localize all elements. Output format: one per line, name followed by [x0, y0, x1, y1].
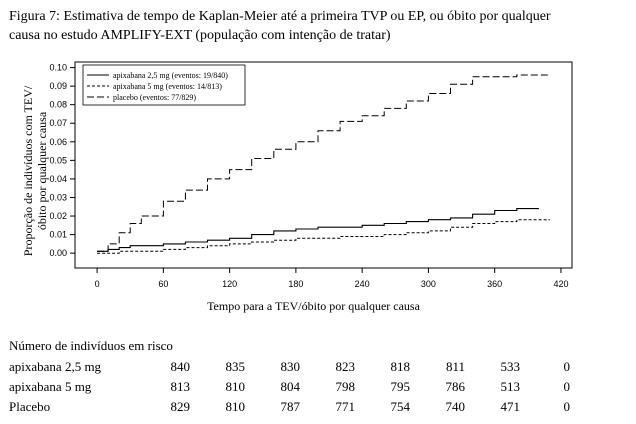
- risk-row-value: 835: [225, 359, 246, 374]
- x-tick-label: 120: [222, 279, 237, 289]
- risk-row-value: 813: [170, 379, 191, 394]
- x-tick-label: 180: [288, 279, 303, 289]
- risk-row-value: 513: [500, 379, 521, 394]
- y-axis-label-line-2: óbito por qualquer causa: [35, 111, 49, 230]
- risk-row-value: 0: [563, 379, 571, 394]
- y-tick-label: 0.05: [49, 155, 67, 165]
- risk-row-value: 786: [445, 379, 466, 394]
- risk-table-row: apixabana 5 mg 813 810 804 798 795 786 513 0: [9, 379, 609, 399]
- x-tick-label: 60: [158, 279, 168, 289]
- x-tick-label: 0: [95, 279, 100, 289]
- risk-row-value: 810: [225, 399, 246, 414]
- x-tick-label: 420: [553, 279, 568, 289]
- risk-row-value: 771: [335, 399, 356, 414]
- y-tick-label: 0.06: [49, 137, 67, 147]
- x-axis-label: Tempo para a TEV/óbito por qualquer caus…: [207, 299, 421, 313]
- risk-row-label: Placebo: [9, 399, 51, 414]
- x-tick-label: 240: [355, 279, 370, 289]
- plot-frame: [74, 61, 573, 269]
- risk-row-value: 830: [280, 359, 301, 374]
- risk-row-value: 740: [445, 399, 466, 414]
- risk-row-value: 818: [390, 359, 411, 374]
- series-line-3: [97, 74, 550, 252]
- figure-caption: Figura 7: Estimativa de tempo de Kaplan-…: [9, 7, 629, 45]
- y-tick-label: 0.00: [49, 248, 67, 258]
- risk-row-value: 795: [390, 379, 411, 394]
- risk-row-value: 823: [335, 359, 356, 374]
- y-tick-label: 0.04: [49, 174, 67, 184]
- risk-row-value: 798: [335, 379, 356, 394]
- y-axis-label-line-1: Proporção de indivíduos com TEV/: [21, 85, 35, 256]
- legend-box: [82, 64, 246, 106]
- risk-table-title: Número de indivíduos em risco: [9, 338, 173, 353]
- risk-row-value: 810: [225, 379, 246, 394]
- risk-row-value: 811: [445, 359, 465, 374]
- caption-line-1: Figura 7: Estimativa de tempo de Kaplan-…: [9, 9, 551, 24]
- risk-row-value: 787: [280, 399, 301, 414]
- y-tick-label: 0.03: [49, 192, 67, 202]
- risk-table-row: Placebo 829 810 787 771 754 740 471 0: [9, 399, 609, 419]
- legend-label-2: apixabana 5 mg (eventos: 14/813): [113, 82, 222, 91]
- risk-row-value: 533: [500, 359, 521, 374]
- y-tick-label: 0.02: [49, 211, 67, 221]
- risk-row-value: 754: [390, 399, 411, 414]
- series-line-2: [97, 219, 550, 254]
- risk-row-label: apixabana 2,5 mg: [9, 359, 102, 374]
- risk-row-value: 0: [563, 399, 571, 414]
- y-tick-label: 0.09: [49, 81, 67, 91]
- risk-row-value: 804: [280, 379, 301, 394]
- y-tick-label: 0.08: [49, 100, 67, 110]
- kaplan-meier-chart: apixabana 2,5 mg (eventos: 19/840) apixab…: [21, 61, 573, 313]
- risk-row-value: 840: [170, 359, 191, 374]
- x-tick-label: 300: [421, 279, 436, 289]
- legend-label-3: placebo (eventos: 77/829): [113, 93, 196, 102]
- y-tick-label: 0.07: [49, 118, 67, 128]
- x-tick-label: 360: [487, 279, 502, 289]
- y-tick-label: 0.01: [49, 230, 67, 240]
- series-line-1: [97, 208, 539, 252]
- y-tick-label: 0.10: [49, 63, 67, 73]
- risk-row-label: apixabana 5 mg: [9, 379, 92, 394]
- caption-line-2: causa no estudo AMPLIFY-EXT (população c…: [9, 28, 391, 43]
- risk-table-row: apixabana 2,5 mg 840 835 830 823 818 811 533 0: [9, 359, 609, 379]
- y-axis-label: Proporção de indivíduos com TEV/óbito po…: [21, 85, 49, 256]
- risk-row-value: 471: [500, 399, 521, 414]
- risk-row-value: 0: [563, 359, 571, 374]
- risk-row-value: 829: [170, 399, 191, 414]
- legend-label-1: apixabana 2,5 mg (eventos: 19/840): [113, 71, 228, 80]
